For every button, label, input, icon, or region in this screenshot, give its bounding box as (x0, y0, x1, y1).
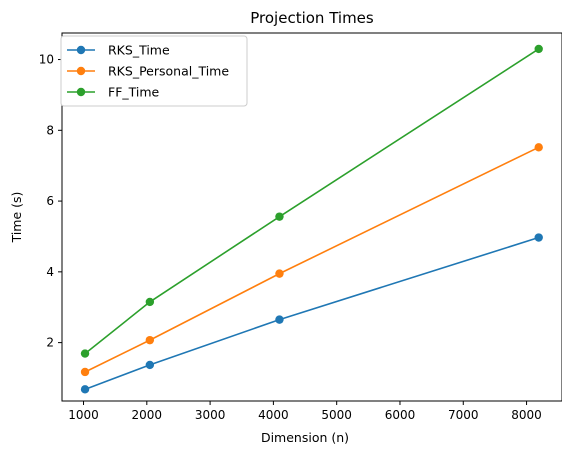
data-point (145, 297, 155, 307)
y-axis-label: Time (s) (9, 192, 24, 244)
x-axis-label: Dimension (n) (261, 430, 349, 445)
data-point (275, 315, 284, 324)
legend-label: FF_Time (108, 85, 160, 100)
y-tick-label: 6 (46, 194, 54, 208)
data-point (145, 335, 155, 345)
x-tick-label: 7000 (448, 408, 479, 422)
series-group (80, 44, 543, 394)
chart-title: Projection Times (250, 9, 374, 27)
y-tick-label: 10 (39, 53, 54, 67)
x-tick-label: 6000 (385, 408, 416, 422)
x-tick-label: 1000 (68, 408, 99, 422)
legend-item: RKS_Personal_Time (67, 64, 229, 79)
data-point (275, 212, 284, 221)
series-2 (80, 143, 543, 377)
x-tick-label: 4000 (258, 408, 289, 422)
legend: RKS_Time RKS_Personal_Time FF_Time (60, 35, 248, 107)
series-line (84, 146, 540, 373)
y-tick-label: 8 (46, 123, 54, 137)
axes-frame (61, 32, 562, 402)
x-tick-label: 2000 (132, 408, 163, 422)
x-tick-label: 5000 (321, 408, 352, 422)
legend-marker (76, 45, 86, 55)
data-point (534, 233, 543, 242)
legend-item: RKS_Time (67, 43, 170, 58)
legend-box (60, 35, 248, 107)
data-point (145, 360, 155, 370)
x-tick-label: 3000 (195, 408, 226, 422)
x-axis-ticks: 1000 2000 3000 4000 5000 6000 7000 8000 (68, 401, 542, 422)
series-line (84, 236, 539, 391)
series-3 (80, 44, 543, 358)
data-point (80, 367, 90, 377)
legend-marker (76, 66, 86, 76)
plot-area: 1000 2000 3000 4000 5000 6000 7000 8000 2 4 6 8 10 (39, 32, 562, 422)
x-tick-label: 8000 (511, 408, 542, 422)
series-line (84, 48, 540, 355)
y-tick-label: 4 (46, 265, 54, 279)
legend-marker (76, 87, 86, 97)
series-1 (80, 233, 543, 394)
legend-label: RKS_Personal_Time (108, 64, 229, 79)
y-axis-ticks: 2 4 6 8 10 (39, 53, 62, 350)
legend-item: FF_Time (67, 85, 160, 100)
data-point (534, 44, 543, 54)
data-point (80, 385, 90, 394)
legend-label: RKS_Time (108, 43, 170, 58)
data-point (534, 143, 543, 152)
y-tick-label: 2 (46, 336, 54, 350)
data-point (275, 269, 284, 278)
data-point (80, 349, 90, 358)
